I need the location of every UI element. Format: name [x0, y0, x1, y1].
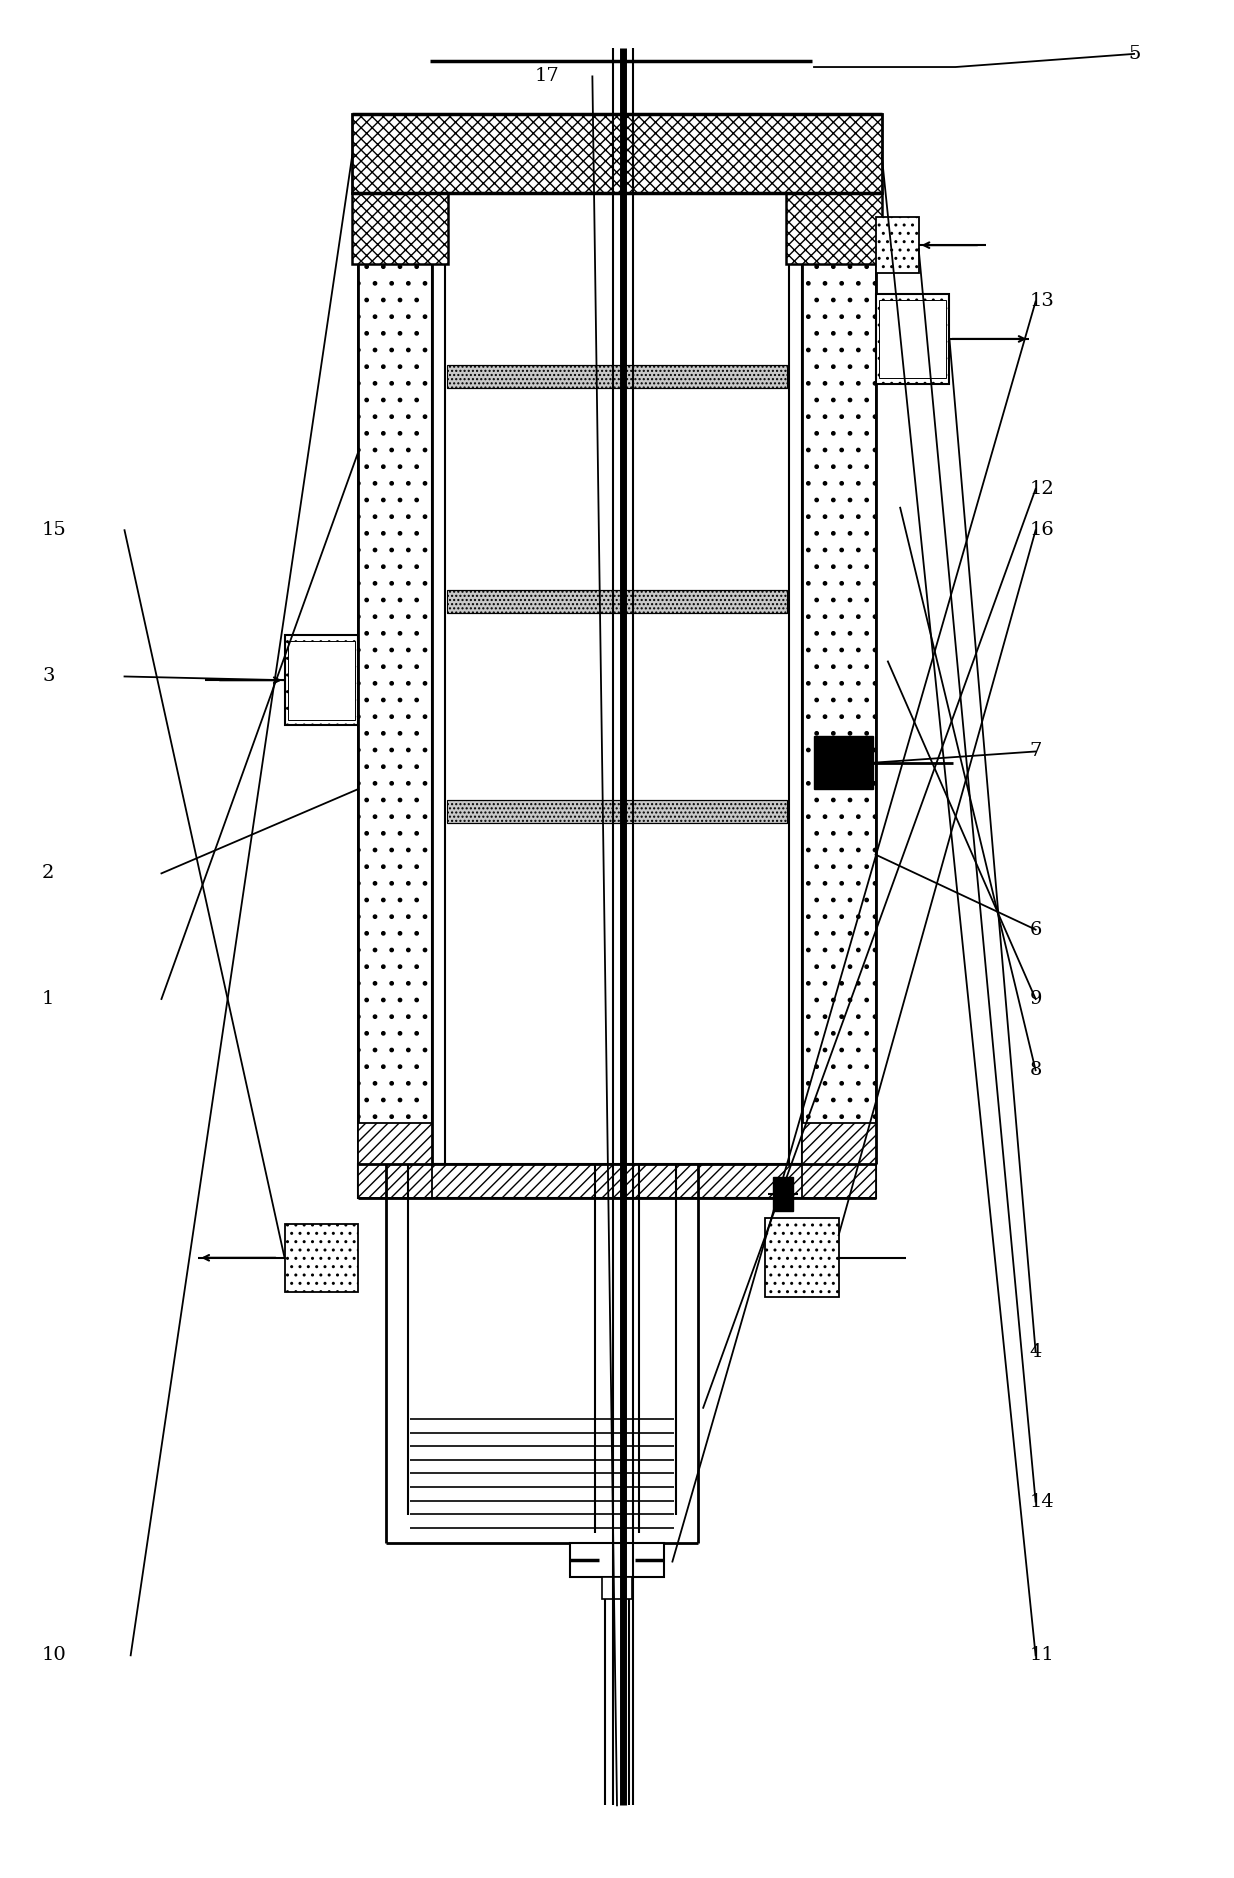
Bar: [814, 736, 874, 789]
Text: 13: 13: [1029, 293, 1054, 310]
Bar: [786, 193, 882, 265]
Text: 10: 10: [42, 1647, 67, 1664]
Bar: [602, 1576, 632, 1598]
Text: 16: 16: [1029, 522, 1054, 539]
Bar: [285, 1224, 358, 1292]
Bar: [802, 265, 876, 1164]
Text: 17: 17: [534, 68, 559, 85]
Text: 11: 11: [1029, 1647, 1054, 1664]
Bar: [802, 1123, 876, 1198]
Text: 6: 6: [1029, 920, 1041, 939]
Bar: [285, 635, 358, 725]
Text: 3: 3: [42, 667, 54, 685]
Bar: [880, 300, 945, 377]
Text: 9: 9: [1029, 990, 1041, 1008]
Bar: [876, 295, 949, 383]
Bar: [447, 590, 787, 612]
Text: 2: 2: [42, 864, 54, 883]
Bar: [358, 265, 432, 1164]
Bar: [352, 115, 882, 193]
Text: 8: 8: [1029, 1061, 1041, 1080]
Bar: [352, 193, 448, 265]
Text: 7: 7: [1029, 742, 1041, 761]
Text: 5: 5: [1128, 45, 1140, 62]
Bar: [774, 1178, 793, 1211]
Bar: [447, 800, 787, 823]
Bar: [765, 1219, 839, 1298]
Text: 1: 1: [42, 990, 54, 1008]
Bar: [358, 1123, 432, 1198]
Bar: [447, 364, 787, 387]
Text: 12: 12: [1029, 481, 1054, 498]
Text: 4: 4: [1029, 1343, 1041, 1360]
Text: 14: 14: [1029, 1493, 1054, 1510]
Bar: [876, 218, 918, 274]
Bar: [289, 640, 354, 719]
Bar: [570, 1544, 664, 1576]
Text: 15: 15: [42, 522, 67, 539]
Bar: [358, 1164, 876, 1198]
